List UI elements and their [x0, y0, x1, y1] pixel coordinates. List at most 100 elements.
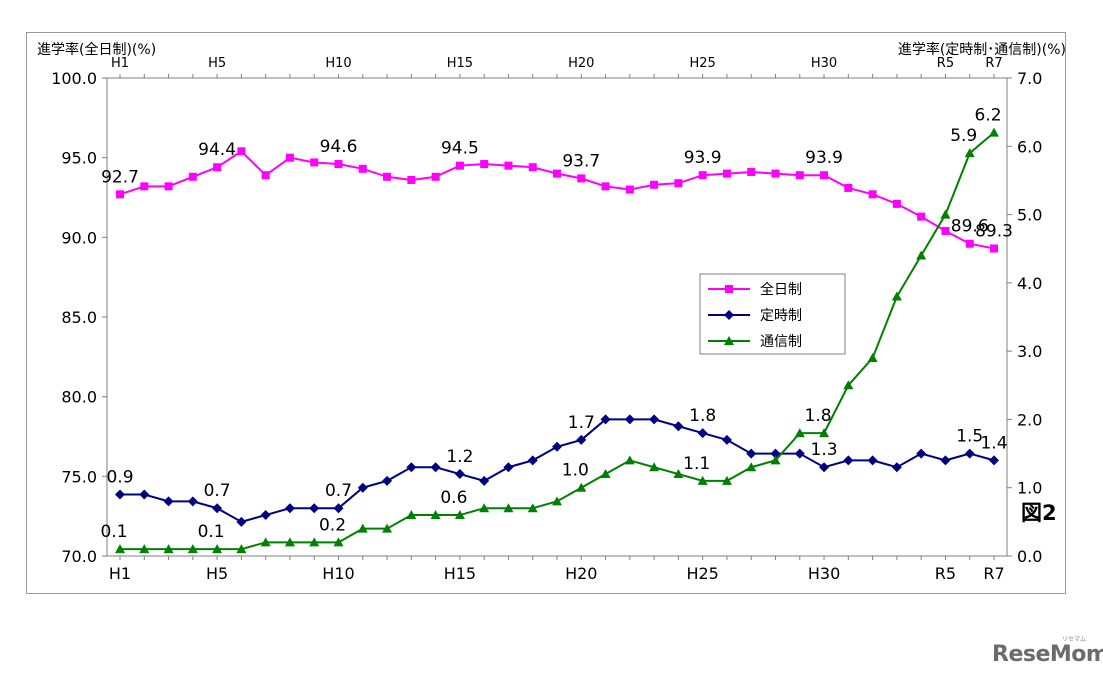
data-point [747, 168, 756, 177]
resemom-logo: ReseMom リセマム [992, 636, 1103, 667]
data-label: 0.1 [198, 522, 225, 542]
data-label: 94.4 [198, 140, 236, 160]
data-point [721, 475, 732, 485]
data-label: 94.5 [441, 139, 479, 159]
data-label: 1.8 [689, 406, 716, 426]
data-label: 1.2 [446, 447, 473, 467]
x-tick-label: R5 [935, 564, 956, 583]
data-point [964, 448, 975, 459]
data-point [188, 172, 197, 181]
left-y-tick-label: 85.0 [61, 308, 97, 327]
data-point [600, 469, 611, 479]
data-point [941, 226, 950, 235]
data-point [795, 171, 804, 180]
data-point [236, 544, 247, 554]
data-point [139, 544, 150, 554]
left-y-tick-label: 80.0 [61, 388, 97, 407]
data-point [187, 496, 198, 507]
data-label: 94.6 [320, 137, 358, 157]
right-y-tick-label: 5.0 [1017, 206, 1042, 225]
chart-frame [26, 32, 1066, 594]
data-point [504, 161, 513, 170]
right-y-tick-label: 1.0 [1017, 479, 1042, 498]
data-point [358, 164, 367, 173]
right-y-tick-label: 7.0 [1017, 69, 1042, 88]
data-label: 5.9 [950, 126, 977, 146]
data-point [891, 291, 902, 301]
data-point [213, 163, 222, 172]
data-point [116, 190, 124, 199]
data-point [455, 161, 464, 170]
data-label: 1.0 [562, 461, 589, 481]
data-point [187, 544, 198, 554]
data-point [940, 455, 951, 466]
data-point [479, 503, 490, 513]
data-labels-layer: 92.7 94.4 94.6 94.5 93.7 93.9 93.9 89.689.3 0.9 0… [100, 106, 1012, 543]
series-layer [115, 127, 999, 554]
data-point [868, 190, 877, 199]
data-point [407, 175, 416, 184]
data-point [673, 469, 684, 479]
data-point [917, 212, 926, 221]
data-point [527, 503, 538, 513]
legend-swatch-marker [724, 336, 734, 345]
chart-axes: 70.0 75.0 80.0 85.0 90.0 95.0 100.0 0.0 1.0 2.0 3.… [51, 56, 1042, 583]
data-label: 93.9 [684, 148, 722, 168]
x-tick-label: H10 [322, 564, 354, 583]
legend-label: 通信制 [760, 334, 802, 350]
data-point [430, 510, 441, 520]
data-point [479, 475, 490, 486]
data-label: 1.7 [568, 413, 595, 433]
series-line [120, 418, 995, 523]
left-axis-title: 進学率(全日制)(%) [37, 41, 156, 58]
x-tick-label-top: H1 [111, 56, 129, 71]
data-point [334, 160, 343, 169]
left-y-tick-label: 75.0 [61, 467, 97, 486]
data-point [260, 537, 271, 547]
x-tick-label-top: R7 [985, 56, 1002, 71]
data-point [115, 544, 125, 554]
data-point [650, 180, 659, 189]
data-point [430, 462, 441, 473]
data-point [309, 537, 320, 547]
data-point [357, 482, 368, 493]
data-point [212, 503, 223, 514]
x-tick-label: H5 [206, 564, 228, 583]
series-line [120, 131, 995, 551]
data-point [965, 239, 974, 248]
x-tick-label-top: H25 [690, 56, 716, 71]
data-point [576, 434, 587, 445]
data-point [843, 455, 854, 466]
data-point [843, 380, 854, 390]
data-point [649, 414, 660, 425]
x-tick-label: H20 [565, 564, 597, 583]
data-point [697, 428, 708, 439]
data-point [794, 448, 805, 459]
left-y-tick-label: 90.0 [61, 228, 97, 247]
data-point [601, 182, 610, 191]
data-point [284, 537, 295, 547]
x-tick-label-top: H30 [811, 56, 837, 71]
legend-swatch-marker [724, 310, 734, 320]
data-point [406, 510, 417, 520]
x-tick-label-top: H5 [208, 56, 226, 71]
legend-label: 全日制 [760, 281, 802, 298]
data-point [600, 414, 611, 425]
data-point [163, 544, 174, 554]
left-y-tick-label: 95.0 [61, 149, 97, 168]
data-point [431, 172, 440, 181]
data-label: 6.2 [974, 106, 1001, 126]
data-point [260, 510, 271, 521]
data-point [553, 169, 561, 178]
x-tick-label: H25 [686, 564, 718, 583]
legend-label: 定時制 [760, 308, 802, 324]
data-point [674, 179, 683, 188]
data-point [552, 496, 562, 506]
logo-ruby: リセマム [1062, 636, 1087, 643]
right-y-tick-label: 2.0 [1017, 410, 1042, 429]
data-point [771, 169, 780, 178]
data-point [990, 244, 998, 253]
data-point [940, 209, 951, 219]
data-label: 0.7 [204, 481, 231, 501]
